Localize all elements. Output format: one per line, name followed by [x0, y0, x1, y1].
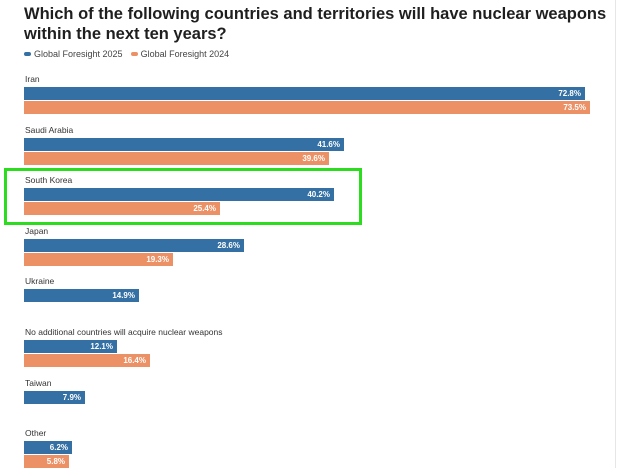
bar-2025: 40.2%: [24, 188, 334, 202]
bar-2025: 28.6%: [24, 238, 244, 252]
bar-group: Other 6.2% 5.8%: [24, 428, 614, 472]
bar-2024: 39.6%: [24, 151, 329, 165]
category-label: No additional countries will acquire nuc…: [25, 327, 223, 337]
category-label: South Korea: [25, 175, 73, 186]
category-label: Other: [25, 428, 47, 439]
bar-group: No additional countries will acquire nuc…: [24, 327, 614, 371]
bar-2025: 7.9%: [24, 390, 85, 404]
bar-2025: 72.8%: [24, 87, 585, 100]
bar-2025: 14.9%: [24, 289, 139, 303]
bar-2025: 6.2%: [24, 441, 72, 455]
legend-label-2025: Global Foresight 2025: [34, 49, 123, 59]
chart-title: Which of the following countries and ter…: [24, 5, 607, 43]
bar-2025: 12.1%: [24, 340, 117, 353]
legend-item-2025: Global Foresight 2025: [24, 49, 123, 59]
bar-group: Ukraine 14.9%: [24, 276, 614, 320]
bar-2024: 16.4%: [24, 354, 150, 367]
bar-group: Japan 28.6% 19.3%: [24, 226, 614, 270]
category-label: Saudi Arabia: [25, 124, 74, 135]
highlight-box: [4, 168, 362, 225]
legend-label-2024: Global Foresight 2024: [140, 49, 230, 59]
category-label: Iran: [25, 74, 40, 84]
category-label: Ukraine: [25, 276, 55, 287]
bar-group: Taiwan 7.9%: [24, 378, 614, 422]
bar-2024: 19.3%: [24, 252, 173, 266]
category-label: Japan: [25, 225, 49, 236]
legend-swatch-2025: [24, 52, 31, 56]
page-edge-divider: [615, 0, 616, 468]
bar-group: Saudi Arabia 41.6% 39.6%: [24, 125, 614, 169]
chart-legend: Global Foresight 2025 Global Foresight 2…: [24, 49, 237, 59]
bar-2025: 41.6%: [24, 137, 344, 151]
bar-2024: 5.8%: [24, 455, 69, 469]
bar-group: Iran 72.8% 73.5%: [24, 74, 614, 118]
category-label: Taiwan: [25, 377, 52, 388]
bar-2024: 73.5%: [24, 101, 590, 114]
legend-swatch-2024: [130, 52, 138, 56]
bar-group: South Korea 40.2% 25.4%: [24, 175, 614, 219]
bar-2024: 25.4%: [24, 202, 220, 216]
legend-item-2024: Global Foresight 2024: [130, 49, 230, 59]
